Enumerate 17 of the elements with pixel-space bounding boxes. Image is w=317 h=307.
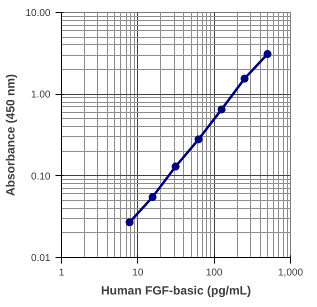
- point: [194, 135, 203, 144]
- point: [264, 50, 272, 58]
- point: [218, 105, 226, 114]
- y-tick-label: 0.10: [31, 171, 51, 182]
- y-tick-label: 0.01: [31, 253, 51, 264]
- x-tick-label: 10: [132, 268, 144, 278]
- y-axis-title: Absorbance (450 nm): [3, 74, 18, 196]
- y-tick-label: 1.00: [31, 90, 51, 101]
- point: [240, 74, 249, 83]
- point: [172, 162, 180, 171]
- x-tick-label: 1,000: [278, 268, 304, 278]
- x-tick-label: 1: [58, 268, 65, 278]
- point: [126, 218, 134, 226]
- x-axis-title: Human FGF-basic (pg/mL): [101, 284, 252, 298]
- y-tick-label: 10.00: [25, 8, 51, 19]
- point: [148, 193, 157, 202]
- x-tick-label: 100: [206, 268, 223, 278]
